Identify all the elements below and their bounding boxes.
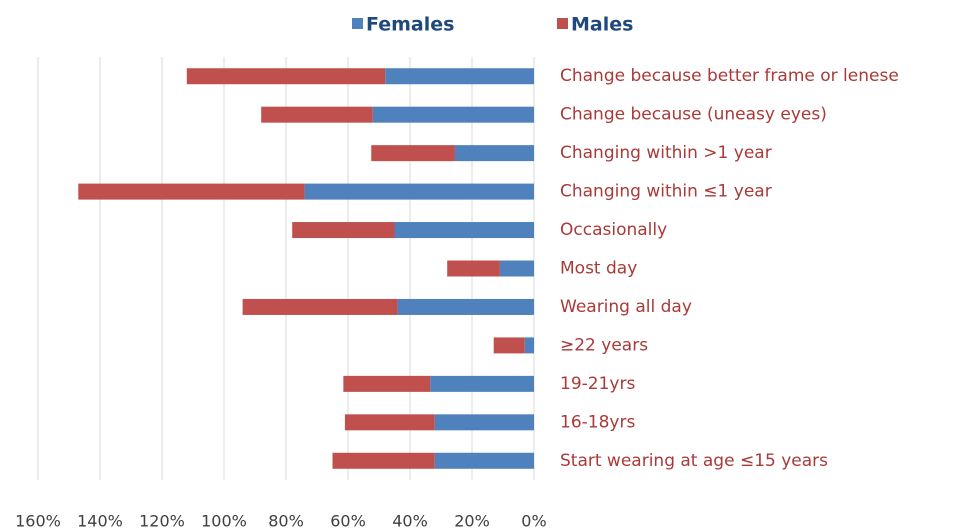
category-label: Wearing all day [560,297,692,317]
bar [430,375,534,392]
x-tick-label: 140% [77,512,123,531]
bar [385,68,534,85]
bar [78,183,305,200]
category-label: Change because better frame or lenese [560,66,899,86]
bar [304,183,534,200]
bar [499,260,534,277]
x-tick-label: 20% [454,512,490,531]
bar [372,106,534,123]
bar [434,414,534,431]
x-tick-label: 80% [268,512,304,531]
bar [292,222,395,239]
bar [332,452,435,469]
category-label: Change because (uneasy eyes) [560,105,827,125]
legend-label: Females [366,14,454,36]
category-label: Most day [560,259,637,279]
bar [344,414,435,431]
x-tick-label: 60% [330,512,366,531]
category-label: 16-18yrs [560,412,635,432]
bar [394,222,534,239]
bar [447,260,500,277]
x-tick-label: 160% [15,512,61,531]
category-label: Changing within ≤1 year [560,182,772,202]
x-tick-label: 100% [201,512,247,531]
category-label: Changing within >1 year [560,143,772,163]
category-label: 19-21yrs [560,374,635,394]
bar [242,298,398,315]
category-label: Occasionally [560,220,667,240]
category-label: Start wearing at age ≤15 years [560,451,828,471]
bar [454,145,534,162]
legend-swatch [557,18,568,29]
bar [261,106,373,123]
bar [434,452,534,469]
bar [186,68,386,85]
x-tick-label: 120% [139,512,185,531]
legend-swatch [352,18,363,29]
x-tick-label: 40% [392,512,428,531]
bar [493,337,525,354]
legend-label: Males [571,14,633,36]
category-label: ≥22 years [560,335,648,355]
bar [524,337,534,354]
bar [371,145,455,162]
bar [397,298,534,315]
bar [343,375,431,392]
x-tick-label: 0% [521,512,546,531]
